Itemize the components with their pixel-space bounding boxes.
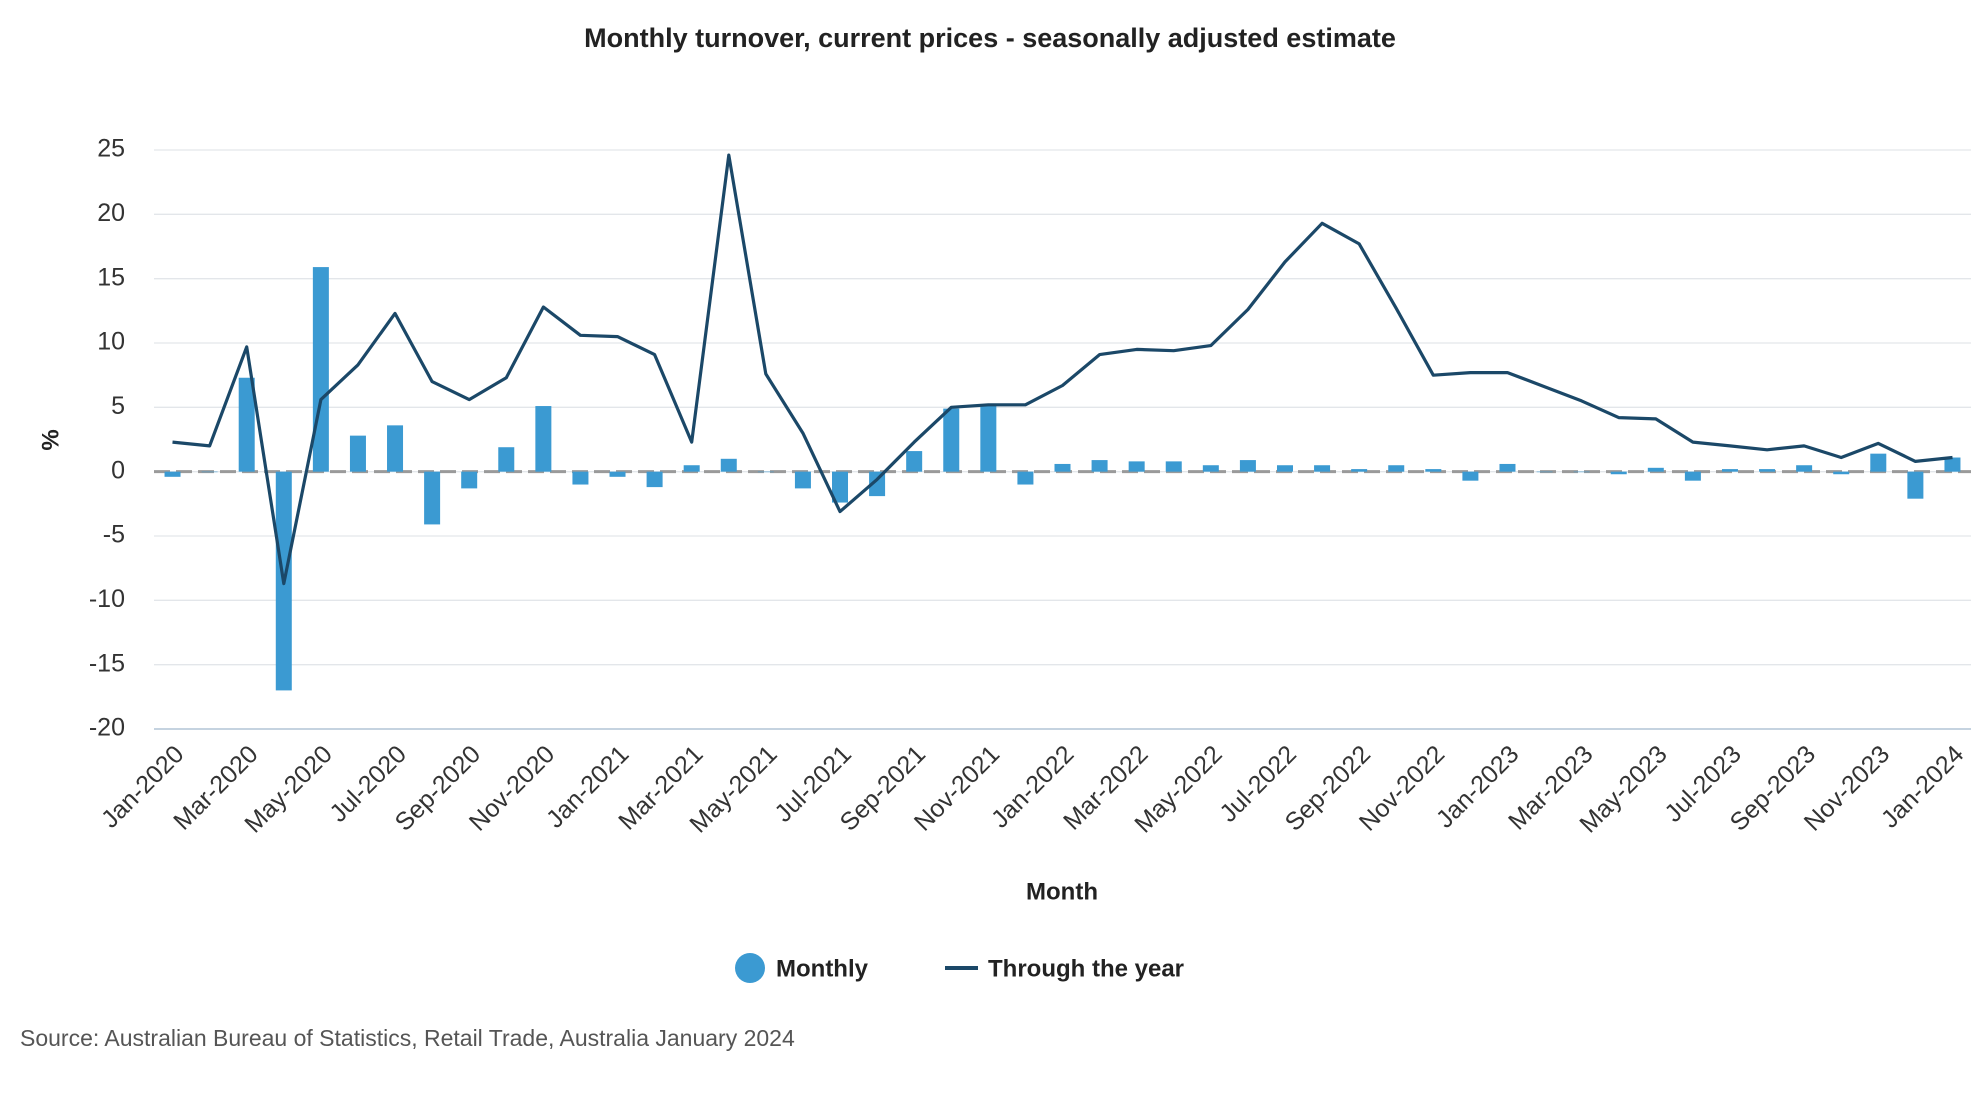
y-tick-label: 25 xyxy=(97,135,125,163)
bar xyxy=(1907,471,1924,499)
bar xyxy=(461,471,478,489)
y-tick-label: 0 xyxy=(111,456,125,484)
legend: Monthly Through the year xyxy=(735,953,1184,983)
source-note: Source: Australian Bureau of Statistics,… xyxy=(20,1025,795,1051)
x-axis-title: Month xyxy=(1026,878,1098,905)
bar xyxy=(1388,465,1405,472)
bar xyxy=(1017,471,1034,485)
bar xyxy=(1759,469,1776,472)
bar xyxy=(238,377,255,472)
bar xyxy=(498,447,515,472)
bar xyxy=(1165,461,1182,472)
bar xyxy=(424,471,441,525)
bar xyxy=(646,471,663,488)
y-tick-label: 5 xyxy=(111,392,125,420)
bar xyxy=(1276,465,1293,472)
y-tick-label: 15 xyxy=(97,263,125,291)
bar xyxy=(1054,463,1071,472)
y-axis-title: % xyxy=(37,429,64,450)
bar xyxy=(349,435,366,472)
y-tick-label: -5 xyxy=(103,521,125,549)
x-tick-label: Jan-2024 xyxy=(1876,740,1970,834)
y-tick-label: 10 xyxy=(97,328,125,356)
y-tick-label: 20 xyxy=(97,199,125,227)
bar xyxy=(387,425,404,472)
bar xyxy=(1684,471,1701,481)
bar xyxy=(980,404,997,472)
bar xyxy=(869,471,886,497)
bar xyxy=(1944,457,1961,472)
y-tick-label: -15 xyxy=(89,649,125,677)
bar xyxy=(1091,460,1108,472)
line-series xyxy=(172,153,1953,586)
bar xyxy=(535,406,552,472)
bar xyxy=(572,471,589,485)
bar xyxy=(794,471,811,489)
bar xyxy=(1425,469,1442,472)
bar xyxy=(1462,471,1479,481)
y-tick-label: -20 xyxy=(89,714,125,742)
legend-label: Through the year xyxy=(988,955,1184,982)
bar xyxy=(1536,471,1553,473)
bar xyxy=(1870,453,1887,472)
bar xyxy=(609,471,626,477)
bar xyxy=(832,471,849,503)
chart-title: Monthly turnover, current prices - seaso… xyxy=(584,23,1396,53)
bar xyxy=(164,471,181,477)
bar xyxy=(1239,460,1256,472)
bar xyxy=(906,451,923,472)
bar xyxy=(1351,469,1368,472)
bar xyxy=(757,471,774,473)
bar xyxy=(1314,465,1331,472)
bar xyxy=(1499,463,1516,472)
bar xyxy=(1721,469,1738,472)
legend-marker xyxy=(735,953,765,983)
bar xyxy=(1833,471,1850,475)
bar xyxy=(201,471,218,473)
bar xyxy=(1202,465,1219,472)
legend-label: Monthly xyxy=(776,955,869,982)
bar xyxy=(943,408,960,472)
bar xyxy=(1796,465,1813,472)
bar xyxy=(1128,461,1145,472)
bar xyxy=(1647,467,1664,472)
y-tick-label: -10 xyxy=(89,585,125,613)
bar xyxy=(312,267,329,472)
bar xyxy=(1610,471,1627,475)
bar xyxy=(1573,471,1590,473)
bar xyxy=(720,458,737,472)
bar xyxy=(683,465,700,472)
